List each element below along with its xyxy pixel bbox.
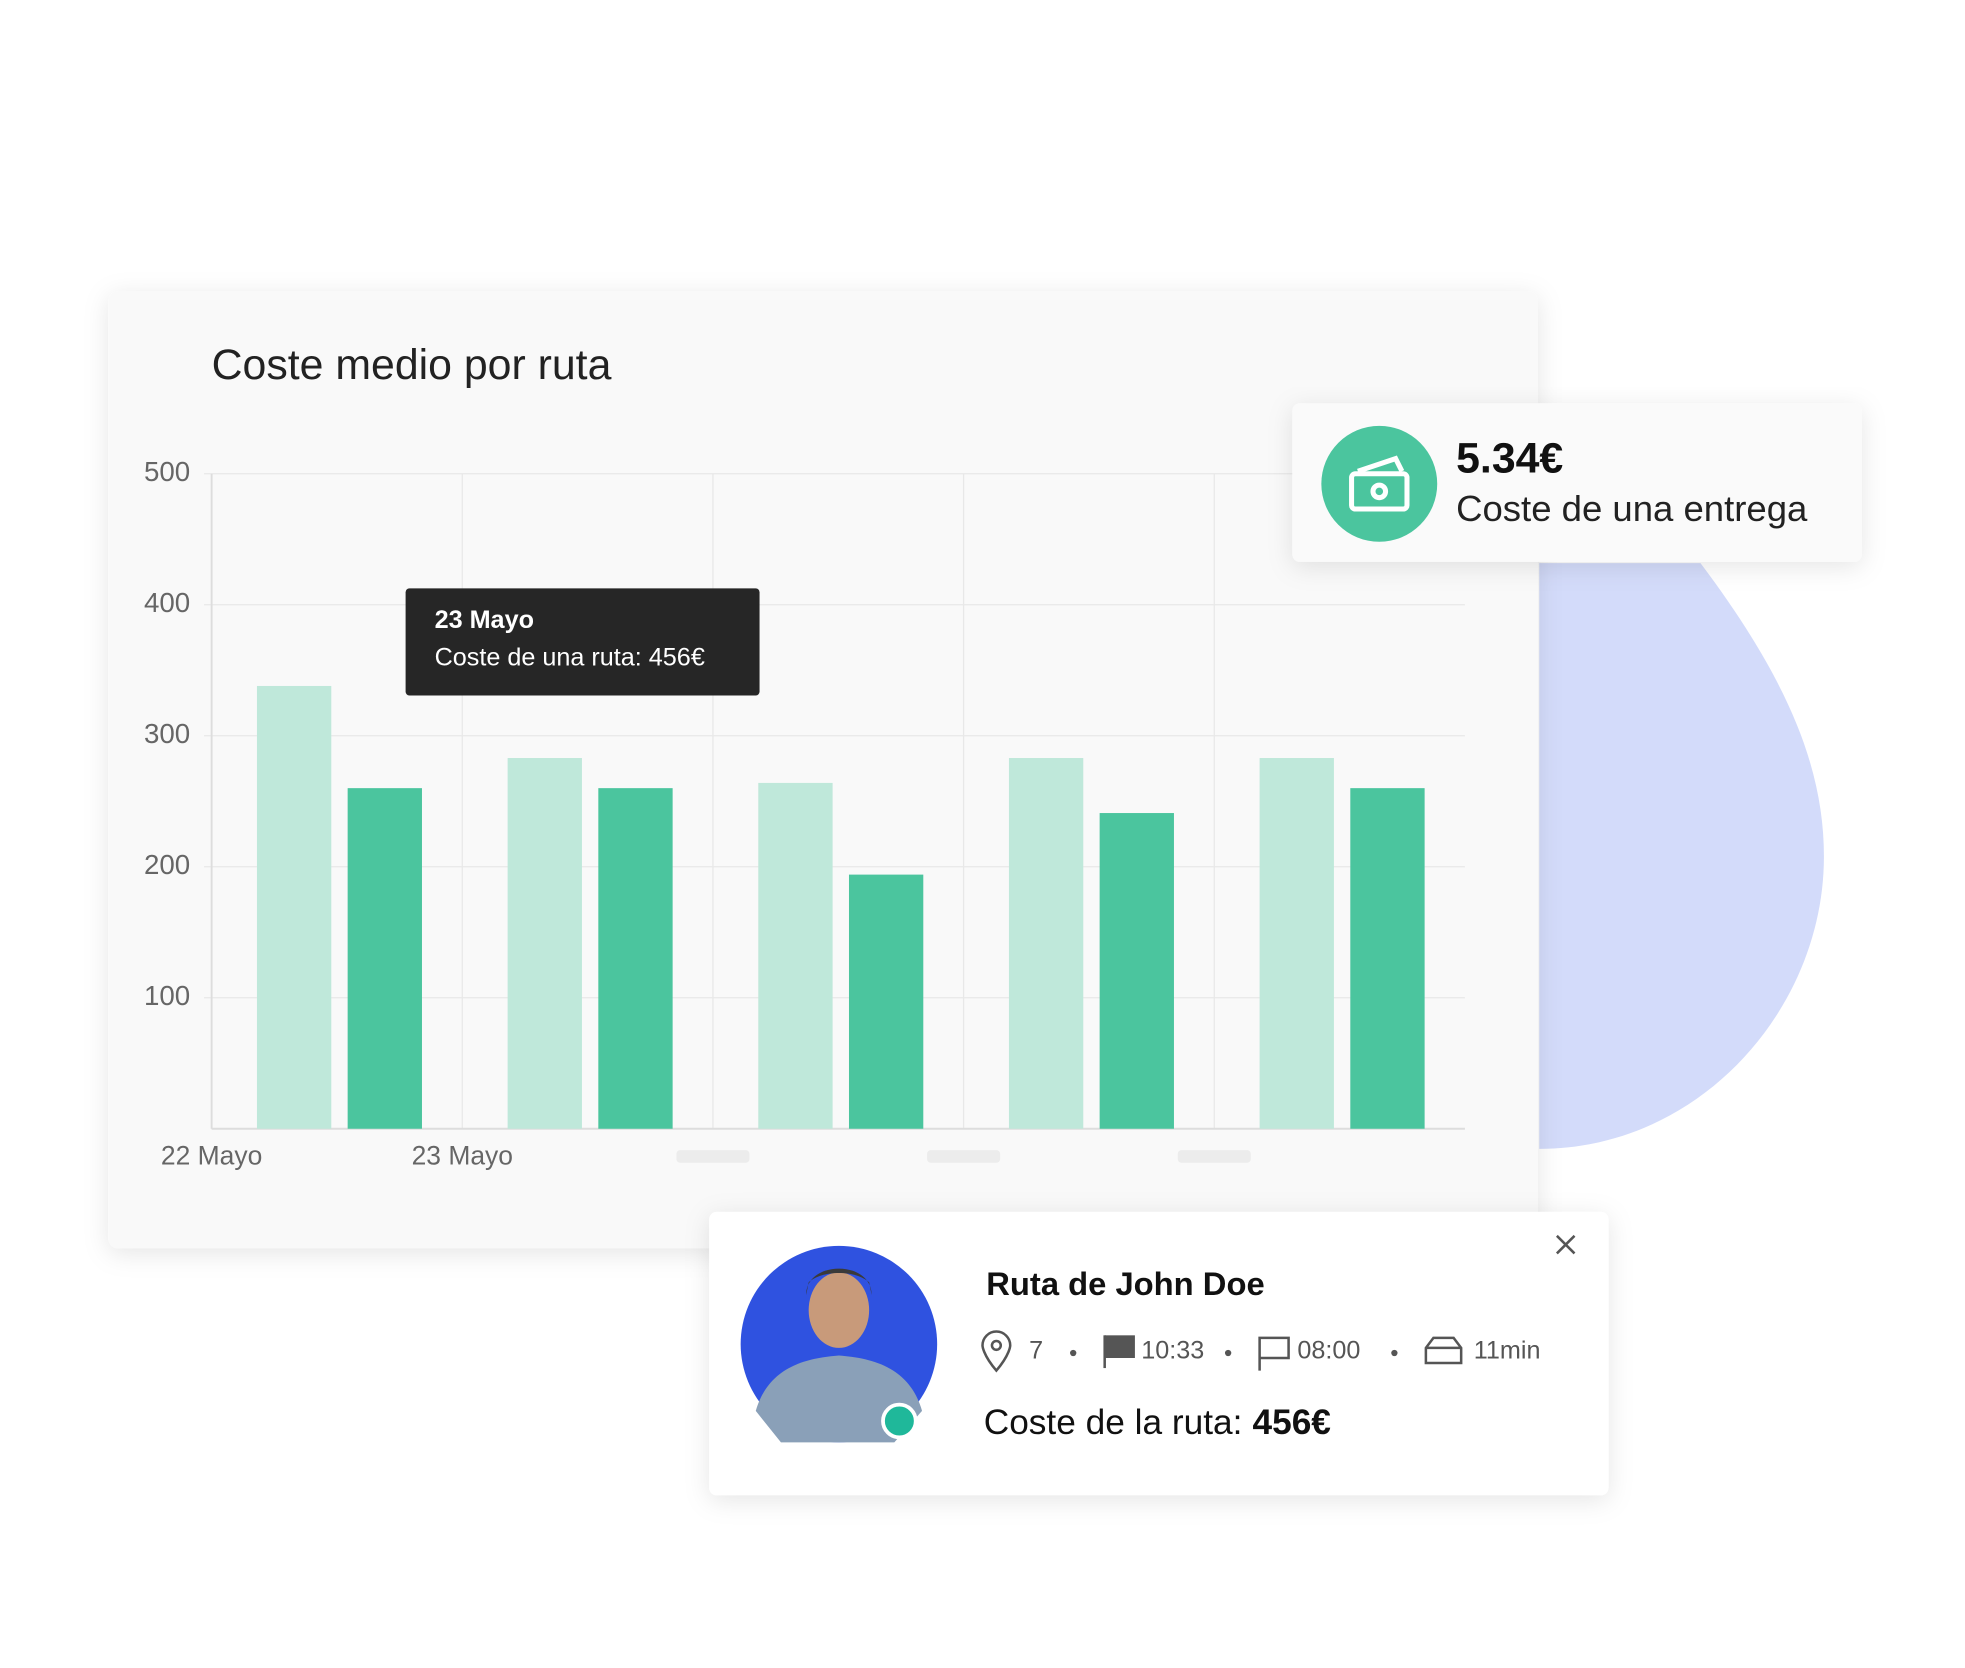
tooltip-box xyxy=(405,588,760,696)
pin-dot xyxy=(990,1339,1003,1352)
avatar-body xyxy=(755,1355,923,1443)
close-button[interactable] xyxy=(1555,1234,1576,1255)
money-icon xyxy=(1349,455,1410,512)
kpi-card: 5.34€ Coste de una entrega xyxy=(1292,403,1862,562)
bar xyxy=(1099,813,1174,1129)
bar xyxy=(347,788,422,1129)
plot: 100 200 300 400 500 22 Mayo 23 Mayo xyxy=(144,456,1465,1171)
y-tick-label: 200 xyxy=(144,849,190,880)
bar xyxy=(848,874,924,1129)
y-tick-label: 400 xyxy=(144,587,190,618)
bar xyxy=(1350,788,1425,1129)
tooltip: 23 Mayo Coste de una ruta: 456€ xyxy=(405,588,760,696)
x-label-placeholder xyxy=(1177,1150,1251,1163)
y-tick-label: 500 xyxy=(144,456,190,487)
flag-icon xyxy=(1104,1335,1135,1358)
chart-title: Coste medio por ruta xyxy=(212,341,612,389)
kpi-box xyxy=(1292,403,1862,562)
y-tick-label: 100 xyxy=(144,980,190,1011)
route-box xyxy=(709,1211,1609,1496)
x-label-placeholder xyxy=(676,1150,750,1163)
x-tick-label: 23 Mayo xyxy=(412,1141,513,1171)
chart-card xyxy=(108,291,1538,1249)
route-end: 08:00 xyxy=(1297,1336,1360,1364)
x-label-placeholder xyxy=(927,1150,1001,1163)
tooltip-text: Coste de una ruta: 456€ xyxy=(435,644,705,672)
bar xyxy=(507,758,582,1129)
finish-icon xyxy=(1258,1336,1290,1371)
route-cost-label: Coste de la ruta: xyxy=(984,1403,1243,1442)
kpi-label: Coste de una entrega xyxy=(1456,488,1808,529)
separator xyxy=(1391,1349,1398,1357)
bar xyxy=(1008,758,1084,1129)
bar xyxy=(758,782,833,1129)
kpi-value: 5.34€ xyxy=(1456,434,1563,482)
bar xyxy=(598,788,673,1129)
tooltip-title: 23 Mayo xyxy=(435,606,534,634)
pin-icon xyxy=(981,1330,1012,1373)
background-blob xyxy=(1539,563,1824,1149)
route-start: 10:33 xyxy=(1141,1336,1204,1364)
bar xyxy=(256,685,332,1129)
bar xyxy=(1259,758,1334,1129)
route-duration: 11min xyxy=(1474,1336,1541,1364)
separator xyxy=(1224,1349,1232,1357)
avatar-face xyxy=(808,1272,870,1348)
route-cost-value: 456€ xyxy=(1252,1403,1330,1442)
status-dot xyxy=(881,1402,918,1440)
route-stops: 7 xyxy=(1029,1336,1043,1364)
car-icon xyxy=(1424,1336,1463,1365)
y-tick-label: 300 xyxy=(144,718,190,749)
separator xyxy=(1070,1349,1077,1357)
x-tick-label: 22 Mayo xyxy=(161,1141,262,1171)
route-title: Ruta de John Doe xyxy=(986,1265,1264,1302)
route-card: Ruta de John Doe 7 10:33 08:00 11min Cos… xyxy=(709,1211,1609,1496)
